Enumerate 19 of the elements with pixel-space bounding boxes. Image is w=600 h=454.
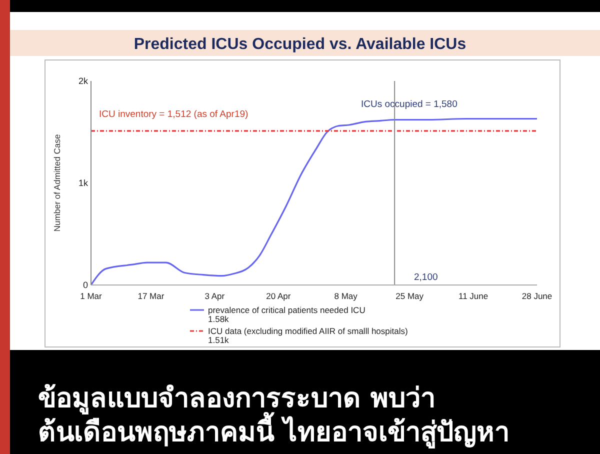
text: ข้อมูลแบบจำลองการระบาด พบว่า ต้นเดือนพฤษภาคมนี้ ไทยอาจเข้าสู่ปัญหา bbox=[38, 383, 510, 449]
chart-title: Predicted ICUs Occupied vs. Available ICUs bbox=[134, 36, 466, 53]
y-axis-title: Number of Admitted Case bbox=[52, 134, 62, 232]
x-tick-label: 28 June bbox=[522, 291, 552, 301]
y-tick-label: 2k bbox=[78, 76, 88, 86]
legend-label: prevalence of critical patients needed ICU 1.58k bbox=[208, 305, 366, 324]
line-series bbox=[90, 118, 538, 286]
x-tick-label: 8 May bbox=[334, 291, 358, 301]
x-tick-label: 3 Apr bbox=[204, 291, 225, 301]
x-tick-label: 17 Mar bbox=[138, 291, 164, 301]
x-tick-label: 25 May bbox=[396, 291, 424, 301]
legend-label: ICU data (excluding modified AIIR of smalll hospitals) 1.51k bbox=[208, 326, 408, 345]
y-tick-label: 0 bbox=[82, 280, 88, 290]
annotation: ICU inventory = 1,512 (as of Apr19) bbox=[99, 109, 248, 120]
x-tick-label: 20 Apr bbox=[266, 291, 291, 301]
x-tick-label: 1 Mar bbox=[80, 291, 102, 301]
x-tick-label: 11 June bbox=[458, 291, 488, 301]
annotation: 2,100 bbox=[414, 272, 438, 283]
y-tick-label: 1k bbox=[78, 178, 88, 188]
